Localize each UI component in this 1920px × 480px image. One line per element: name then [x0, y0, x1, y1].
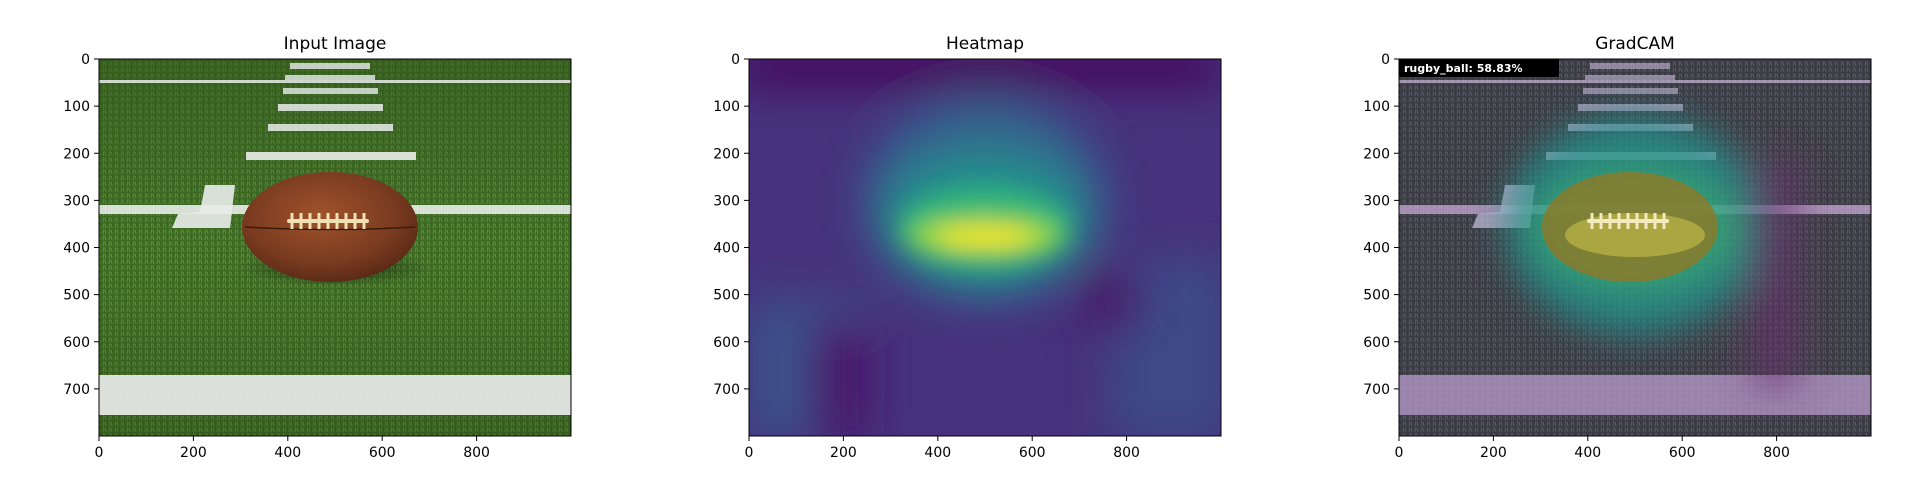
- gradcam-y-ticks: 0 100 200 300 400 500 600 700: [1363, 52, 1399, 398]
- y-tick-label: 400: [1363, 241, 1390, 257]
- y-tick-label: 600: [713, 335, 740, 351]
- y-tick-label: 600: [63, 335, 90, 351]
- prediction-label-box: [1399, 59, 1559, 77]
- y-tick-label: 500: [713, 288, 740, 304]
- x-tick-label: 600: [369, 445, 396, 461]
- y-tick-label: 0: [81, 52, 90, 68]
- x-tick-label: 800: [1113, 445, 1140, 461]
- gradcam-axes: GradCAM: [1363, 34, 1872, 461]
- gradcam-x-ticks: 0 200 400 600 800: [1395, 436, 1790, 461]
- y-tick-label: 0: [1381, 52, 1390, 68]
- y-tick-label: 300: [1363, 193, 1390, 209]
- y-tick-label: 500: [1363, 288, 1390, 304]
- y-tick-label: 500: [63, 288, 90, 304]
- x-tick-label: 800: [1763, 445, 1790, 461]
- y-tick-label: 400: [63, 241, 90, 257]
- y-tick-label: 700: [63, 382, 90, 398]
- x-tick-label: 0: [1395, 445, 1404, 461]
- x-tick-label: 0: [95, 445, 104, 461]
- x-tick-label: 200: [180, 445, 207, 461]
- heatmap-axes: Heatmap 0 200 400 600: [713, 34, 1222, 461]
- input-image-x-ticks: 0 200 400 600 800: [95, 436, 490, 461]
- x-tick-label: 400: [1574, 445, 1601, 461]
- y-tick-label: 400: [713, 241, 740, 257]
- gradcam-title: GradCAM: [1595, 34, 1675, 54]
- x-tick-label: 600: [1019, 445, 1046, 461]
- x-tick-label: 400: [274, 445, 301, 461]
- gradcam-image: rugby_ball: 58.83%: [1399, 59, 1871, 436]
- x-tick-label: 400: [924, 445, 951, 461]
- y-tick-label: 600: [1363, 335, 1390, 351]
- x-tick-label: 200: [830, 445, 857, 461]
- input-image-panel: Input Image: [0, 0, 620, 480]
- x-tick-label: 0: [745, 445, 754, 461]
- heatmap-title: Heatmap: [946, 34, 1024, 54]
- y-tick-label: 200: [63, 146, 90, 162]
- heatmap-x-ticks: 0 200 400 600 800: [745, 436, 1140, 461]
- heatmap-panel: Heatmap 0 200 400 600: [650, 0, 1270, 480]
- x-tick-label: 200: [1480, 445, 1507, 461]
- y-tick-label: 300: [63, 193, 90, 209]
- y-tick-label: 700: [713, 382, 740, 398]
- y-tick-label: 0: [731, 52, 740, 68]
- heatmap-y-ticks: 0 100 200 300 400 500 600 700: [713, 52, 749, 398]
- input-image-title: Input Image: [284, 34, 387, 54]
- y-tick-label: 700: [1363, 382, 1390, 398]
- prediction-label: rugby_ball: 58.83%: [1404, 62, 1523, 75]
- x-tick-label: 800: [463, 445, 490, 461]
- input-image-y-ticks: 0 100 200 300 400 500 600 700: [63, 52, 99, 398]
- y-tick-label: 300: [713, 193, 740, 209]
- x-tick-label: 600: [1669, 445, 1696, 461]
- heatmap-image: [749, 59, 1221, 436]
- y-tick-label: 100: [63, 99, 90, 115]
- gradcam-panel: GradCAM: [1300, 0, 1920, 480]
- y-tick-label: 100: [1363, 99, 1390, 115]
- input-image-axes: Input Image: [63, 34, 572, 461]
- y-tick-label: 200: [713, 146, 740, 162]
- y-tick-label: 200: [1363, 146, 1390, 162]
- input-photo: [99, 59, 571, 436]
- y-tick-label: 100: [713, 99, 740, 115]
